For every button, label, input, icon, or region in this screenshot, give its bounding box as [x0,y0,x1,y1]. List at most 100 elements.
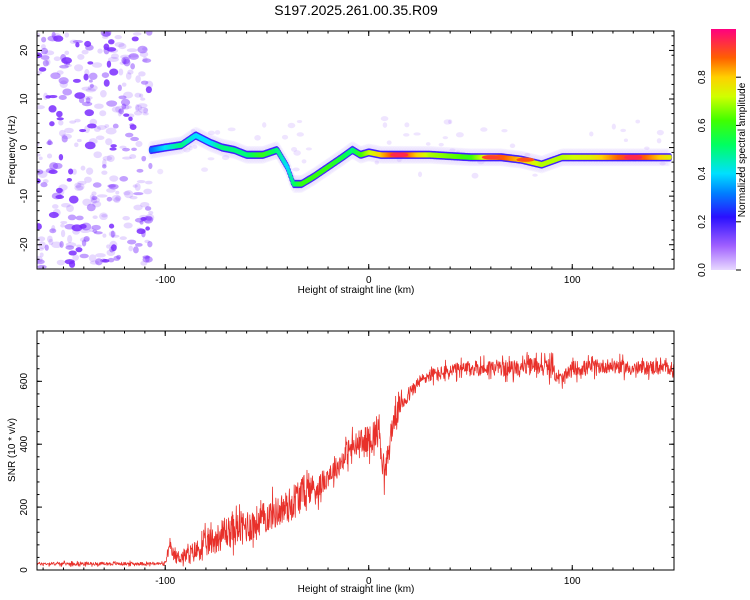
noise-blob [104,124,110,128]
noise-blob [89,83,94,89]
noise-blob [84,109,94,117]
noise-blob [128,116,133,122]
noise-blob [85,97,91,104]
noise-blob [287,122,296,129]
noise-blob [81,239,87,247]
noise-blob [128,245,134,252]
x-tick-label: 100 [564,275,581,286]
noise-blob [471,172,479,179]
noise-blob [135,104,143,111]
noise-blob [122,104,130,110]
noise-blob [380,116,389,122]
noise-blob [291,147,298,152]
noise-blob [455,132,464,138]
noise-blob [120,98,131,106]
noise-blob [113,197,121,203]
noise-blob [442,136,449,140]
noise-blob [301,159,307,164]
noise-blob [128,53,139,60]
noise-blob [281,134,289,140]
noise-blob [136,179,146,184]
noise-blob [64,63,72,68]
noise-blob [425,142,431,146]
noise-blob [60,220,68,225]
noise-blob [126,48,138,53]
noise-blob [76,138,82,143]
noise-blob [116,254,122,260]
snr-series-line [37,351,674,567]
spectrogram-ridge [147,126,673,193]
noise-blob [77,54,85,60]
spectrogram-noise [37,31,666,269]
noise-blob [123,190,134,199]
noise-blob [60,229,66,238]
noise-blob [111,106,121,113]
noise-blob [611,123,616,130]
noise-blob [115,105,124,113]
noise-blob [95,253,106,258]
spectrogram-x-label: Height of straight line (km) [298,285,415,296]
noise-blob [52,162,63,170]
noise-blob [125,132,134,138]
noise-blob [107,257,115,263]
noise-blob [123,222,133,229]
noise-blob [589,131,594,137]
noise-blob [141,229,146,238]
snr-axes: -100 0 100 0 200 400 600 [19,330,675,587]
colorbar: 0.0 0.2 0.4 0.6 0.8 Normalized spectral ampl… [697,29,748,277]
y-tick-label: 0 [19,567,30,573]
y-tick-label: 600 [19,373,30,390]
noise-blob [102,155,113,161]
noise-blob [139,51,149,58]
noise-blob [56,117,64,121]
noise-blob [142,256,153,263]
noise-blob [48,238,54,246]
y-tick-label: -20 [19,237,30,252]
noise-blob [221,155,230,161]
noise-blob [47,235,53,243]
noise-blob [118,68,124,76]
noise-blob [59,240,64,248]
noise-blob [144,206,152,211]
noise-blob [95,258,103,266]
colorbar-gradient [711,29,736,270]
noise-blob [37,153,41,157]
noise-blob [79,128,87,133]
noise-blob [119,61,126,65]
noise-blob [72,168,77,175]
noise-blob [40,47,48,55]
noise-blob [58,77,69,85]
noise-blob [112,234,120,238]
noise-blob [46,140,53,146]
noise-blob [183,147,191,153]
noise-blob [84,40,92,48]
noise-blob [117,84,122,92]
noise-blob [413,132,421,136]
noise-blob [67,214,77,221]
noise-blob [106,154,115,163]
noise-blob [135,104,140,112]
noise-blob [50,72,61,80]
noise-blob [374,160,379,165]
noise-blob [110,144,117,148]
noise-blob [135,242,143,247]
noise-blob [61,135,68,143]
noise-blob [135,75,141,83]
noise-blob [113,255,121,261]
noise-blob [37,259,45,265]
noise-blob [108,39,115,45]
noise-blob [108,56,119,62]
noise-blob [386,140,392,145]
noise-blob [448,119,453,125]
noise-blob [109,240,118,249]
noise-blob [92,215,98,219]
noise-blob [93,126,101,132]
noise-blob [83,236,90,242]
noise-blob [293,150,301,156]
noise-blob [135,140,143,148]
noise-blob [443,119,452,125]
spectrogram-marks [37,31,673,269]
y-tick-label: 20 [19,44,30,56]
noise-blob [88,254,97,262]
noise-blob [74,182,82,188]
